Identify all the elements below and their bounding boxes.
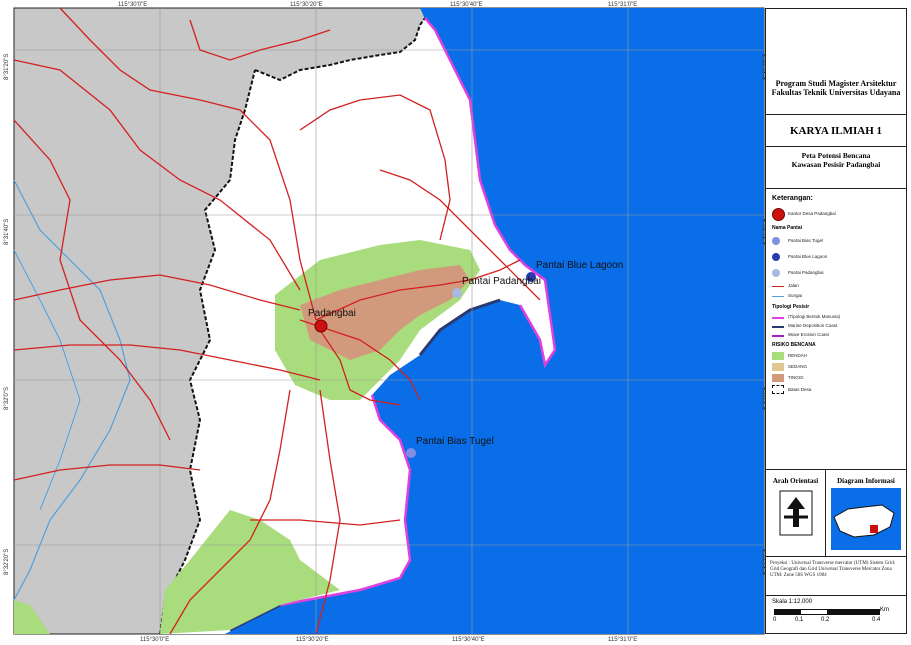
north-arrow-icon xyxy=(779,490,812,536)
risk-low-area-corner xyxy=(14,600,50,634)
river xyxy=(13,179,131,601)
legend-beach-3: Pantai Padangbai xyxy=(788,270,824,275)
coord-top-2: 115°30'20"E xyxy=(290,2,323,8)
orientation-box: Arah Orientasi xyxy=(766,469,826,557)
legend-coast-1: (Tipologi Bentuk Manusia) xyxy=(788,314,841,319)
risk-high-area xyxy=(300,265,470,360)
blue-lagoon-icon xyxy=(772,253,780,261)
scale-text: Skala 1:12.000 xyxy=(772,599,813,605)
roads xyxy=(13,7,541,635)
coord-top-4: 115°31'0"E xyxy=(608,2,638,8)
coast-human-icon xyxy=(772,317,784,319)
coord-left-3: 8°32'0"S xyxy=(4,386,10,410)
legend-river: Sungai xyxy=(788,293,803,298)
village-boundary-icon xyxy=(772,385,784,394)
label-bias-tugel: Pantai Bias Tugel xyxy=(416,436,494,447)
coord-top-3: 115°30'40"E xyxy=(450,2,483,8)
legend-risk-1: RENDAH xyxy=(788,353,808,358)
risk-low-icon xyxy=(772,352,784,360)
coast-magenta xyxy=(279,17,557,607)
scale-bar xyxy=(774,609,880,615)
institution-name: Program Studi Magister Arsitektur Fakult… xyxy=(766,9,906,115)
document-type: KARYA ILMIAH 1 xyxy=(766,115,906,147)
scale-tick-0: 0 xyxy=(773,617,777,623)
scale-unit: Km xyxy=(880,607,889,613)
blue-lagoon-marker xyxy=(526,272,536,282)
legend-beach-2: Pantai Blue Lagoon xyxy=(788,254,828,259)
padangbai-beach-icon xyxy=(772,269,780,277)
grid-lines xyxy=(14,8,764,634)
river-2 xyxy=(13,249,81,511)
coast-deposition-icon xyxy=(772,326,784,328)
legend-beach-title: Nama Pantai xyxy=(772,225,803,231)
legend-village-office: Kantor Desa Padangbai xyxy=(788,211,836,216)
legend-coast-2: Marine Deposition Coast xyxy=(788,323,838,328)
legend-title: Keterangan: xyxy=(772,195,813,202)
legend-panel: Program Studi Magister Arsitektur Fakult… xyxy=(765,8,907,634)
label-padangbai-beach: Pantai Padangbai xyxy=(462,276,541,287)
inset-map-icon xyxy=(831,488,901,550)
coord-bottom-3: 115°30'40"E xyxy=(452,637,485,643)
bias-tugel-icon xyxy=(772,237,780,245)
coord-left-1: 8°31'20"S xyxy=(4,53,10,80)
bias-tugel-marker xyxy=(406,448,416,458)
coord-bottom-2: 115°30'20"E xyxy=(296,637,329,643)
risk-low-area-south xyxy=(160,510,340,634)
scale-tick-3: 0.4 xyxy=(872,617,881,623)
info-diagram-box: Diagram Informasi xyxy=(826,469,906,557)
sea-area xyxy=(225,8,764,634)
label-padangbai: Padangbai xyxy=(308,308,356,319)
coord-left-2: 8°31'40"S xyxy=(4,218,10,245)
projection-info: Proyeksi : Universal Transverse mercator… xyxy=(770,561,896,578)
scale-tick-2: 0.2 xyxy=(821,617,830,623)
map-title: Peta Potensi Bencana Kawasan Pesisir Pad… xyxy=(766,147,906,189)
legend-village-boundary: Batas Desa xyxy=(788,387,812,392)
label-blue-lagoon: Pantai Blue Lagoon xyxy=(536,260,624,271)
legend-road: Jalan xyxy=(788,283,799,288)
info-diagram-title: Diagram Informasi xyxy=(837,477,895,485)
village-boundary xyxy=(159,17,426,635)
road-icon xyxy=(772,286,784,287)
legend-risk-3: TINGGI xyxy=(788,375,804,380)
scale-tick-1: 0.1 xyxy=(795,617,804,623)
coast-erosion-icon xyxy=(772,335,784,337)
orientation-title: Arah Orientasi xyxy=(772,477,819,485)
coord-bottom-1: 115°30'0"E xyxy=(140,637,170,643)
scale-box: Skala 1:12.000 Km 0 0.1 0.2 0.4 xyxy=(766,595,906,623)
risk-mid-icon xyxy=(772,363,784,371)
padangbai-beach-marker xyxy=(452,288,462,298)
coord-left-4: 8°32'20"S xyxy=(4,548,10,575)
village-office-icon xyxy=(772,208,785,221)
risk-high-icon xyxy=(772,374,784,382)
legend-box: Keterangan: Kantor Desa Padangbai Nama P… xyxy=(766,189,906,470)
coord-top-1: 115°30'0"E xyxy=(118,2,148,8)
legend-coast-title: Tipologi Pesisir xyxy=(772,304,810,310)
river-icon xyxy=(772,296,784,297)
legend-risk-title: RISIKO BENCANA xyxy=(772,342,816,348)
village-office-marker xyxy=(314,319,328,333)
legend-beach-1: Pantai Bias Tugel xyxy=(788,238,824,243)
legend-risk-2: SEDANG xyxy=(788,364,808,369)
coord-bottom-4: 115°31'0"E xyxy=(608,637,638,643)
legend-coast-3: Wave Erosion Coast xyxy=(788,332,829,337)
